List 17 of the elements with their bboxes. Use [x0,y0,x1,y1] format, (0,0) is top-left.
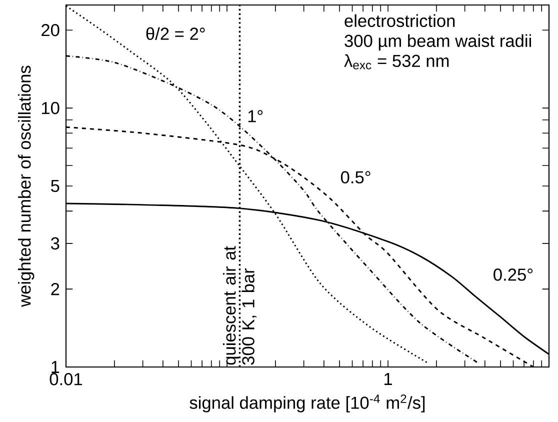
y-tick-label: 1 [52,361,60,373]
y-tick-label: 10 [42,102,60,114]
annotation: λ$_{exc}$ = 532 nm [344,54,449,70]
annotation: 0.25° [494,268,533,281]
x-tick-label: 0.01 [50,373,82,386]
y-tick-label: 20 [42,24,60,36]
annotation: 0.5° [340,171,370,184]
annotation: θ/2 = 2° [146,27,205,40]
annotation: 1° [248,110,263,122]
annotation: electrostriction [344,14,455,28]
annotation: 300 µm beam waist radii [344,34,531,50]
x-axis-title: signal damping rate [10$^{-4}$ m$^{2}$/s] [190,394,425,412]
y-tick-label: 3 [50,237,60,250]
y-tick-label: 2 [51,282,60,296]
ref-line-label: quiescent air at 300 K, 1 bar [223,246,256,365]
y-axis-title: weighted number of oscillations [18,66,34,307]
y-tick-label: 5 [51,180,60,192]
